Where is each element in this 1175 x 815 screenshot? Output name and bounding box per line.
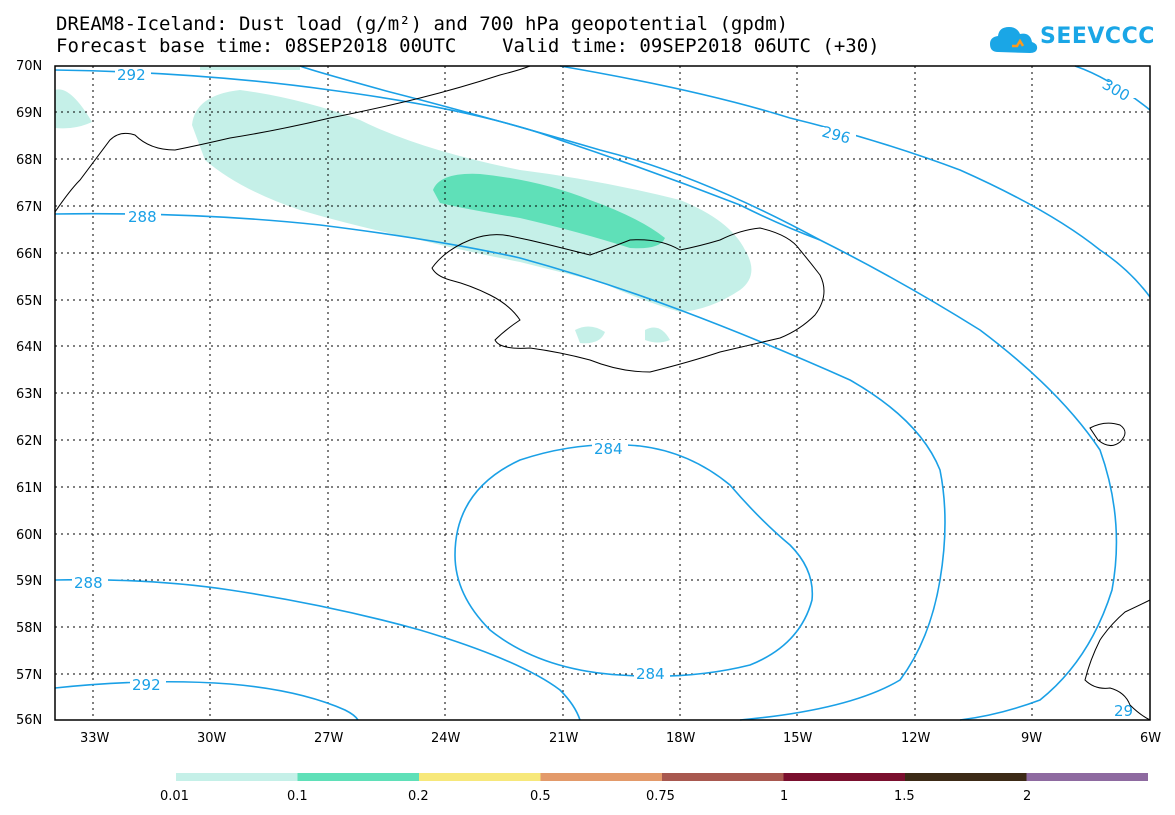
faroe-islands: [1089, 422, 1126, 446]
contour-label: 292: [117, 66, 146, 84]
contour-label: 288: [128, 208, 157, 226]
lon-label: 6W: [1140, 731, 1161, 746]
longitude-labels: 33W 30W 27W 24W 21W 18W 15W 12W 9W 6W: [80, 731, 1161, 746]
legend-label: 0.01: [160, 789, 189, 804]
contour-label: 284: [636, 665, 665, 683]
legend-swatch: [662, 773, 784, 781]
dust-area-mid: [433, 173, 665, 249]
latitude-labels: 70N 69N 68N 67N 66N 65N 64N 63N 62N 61N …: [16, 59, 42, 728]
dust-area-low: [200, 66, 300, 70]
map-frame: [54, 65, 1151, 721]
contour-292-east: [819, 239, 1118, 721]
legend-label: 1.5: [894, 789, 915, 804]
legend-label: 0.5: [530, 789, 551, 804]
lat-label: 60N: [16, 528, 42, 543]
contour-288-south: [54, 578, 581, 721]
contour-296-east: [559, 65, 1151, 298]
lat-label: 70N: [16, 59, 42, 74]
legend-labels: 0.01 0.1 0.2 0.5 0.75 1 1.5 2: [160, 789, 1031, 804]
lat-label: 64N: [16, 340, 42, 355]
cloud-logo-icon: [990, 27, 1038, 53]
lon-label: 18W: [666, 731, 696, 746]
legend-label: 1: [780, 789, 788, 804]
legend-label: 2: [1023, 789, 1031, 804]
lat-label: 63N: [16, 387, 42, 402]
contour-296: [299, 65, 821, 241]
lat-label: 56N: [16, 713, 42, 728]
lon-label: 27W: [314, 731, 344, 746]
scotland-coast: [1084, 599, 1151, 721]
dust-area-low: [55, 89, 92, 129]
lat-label: 59N: [16, 574, 42, 589]
dust-area-low: [575, 326, 605, 344]
contour-292-south: [54, 680, 359, 721]
legend-label: 0.1: [287, 789, 308, 804]
geopotential-contours: [54, 65, 1151, 721]
legend-colorbar: [176, 773, 1148, 781]
legend-label: 0.2: [408, 789, 429, 804]
legend-swatch: [540, 773, 662, 781]
lat-label: 58N: [16, 621, 42, 636]
legend-swatch: [419, 773, 541, 781]
legend-swatch: [1026, 773, 1148, 781]
legend-swatch: [783, 773, 905, 781]
legend-swatch: [297, 773, 419, 781]
lon-label: 9W: [1021, 731, 1042, 746]
contour-label-group: 292 288 296 300 284 288 292 284 29: [72, 66, 1136, 720]
lon-label: 12W: [901, 731, 931, 746]
contour-label: 29: [1114, 702, 1133, 720]
legend-label: 0.75: [646, 789, 675, 804]
contour-284: [454, 443, 814, 678]
contour-label: 292: [132, 676, 161, 694]
graticule: [55, 66, 1150, 720]
lat-label: 65N: [16, 294, 42, 309]
lat-label: 61N: [16, 481, 42, 496]
lat-label: 66N: [16, 247, 42, 262]
contour-label: 296: [820, 123, 852, 148]
lat-label: 69N: [16, 106, 42, 121]
logo-text: SEEVCCC: [1040, 24, 1155, 49]
contour-label: 288: [74, 574, 103, 592]
lon-label: 24W: [431, 731, 461, 746]
map-title: DREAM8-Iceland: Dust load (g/m²) and 700…: [56, 13, 789, 35]
lat-label: 68N: [16, 153, 42, 168]
lat-label: 62N: [16, 434, 42, 449]
iceland-coast: [431, 227, 825, 373]
contour-288-north: [54, 212, 946, 721]
contour-label: 284: [594, 440, 623, 458]
lon-label: 21W: [549, 731, 579, 746]
lon-label: 30W: [197, 731, 227, 746]
lon-label: 15W: [783, 731, 813, 746]
greenland-coast: [54, 65, 531, 213]
lat-label: 67N: [16, 200, 42, 215]
legend-swatch: [905, 773, 1027, 781]
lon-label: 33W: [80, 731, 110, 746]
coastlines: [54, 65, 1151, 721]
dust-area-low: [645, 327, 670, 343]
legend-swatch: [176, 773, 298, 781]
forecast-time-line: Forecast base time: 08SEP2018 00UTC Vali…: [56, 35, 880, 57]
lat-label: 57N: [16, 668, 42, 683]
